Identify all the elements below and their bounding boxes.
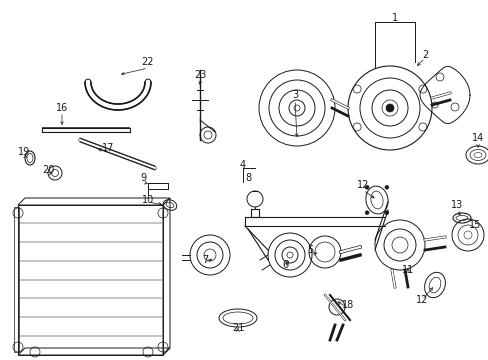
Text: 11: 11 xyxy=(401,265,413,275)
Text: 8: 8 xyxy=(244,173,250,183)
Text: 17: 17 xyxy=(102,143,114,153)
Circle shape xyxy=(384,211,388,215)
Text: 22: 22 xyxy=(142,57,154,67)
Text: 9: 9 xyxy=(140,173,146,183)
Circle shape xyxy=(365,185,368,189)
Circle shape xyxy=(385,104,393,112)
Text: 3: 3 xyxy=(291,90,298,100)
Circle shape xyxy=(365,211,368,215)
Text: 12: 12 xyxy=(356,180,368,190)
Text: 4: 4 xyxy=(240,160,245,170)
Text: 5: 5 xyxy=(306,245,312,255)
Circle shape xyxy=(384,185,388,189)
Text: 13: 13 xyxy=(450,200,462,210)
Text: 19: 19 xyxy=(18,147,30,157)
Text: 15: 15 xyxy=(468,220,480,230)
Text: 12: 12 xyxy=(415,295,427,305)
Text: 21: 21 xyxy=(231,323,244,333)
Text: 10: 10 xyxy=(142,195,154,205)
Text: 6: 6 xyxy=(282,260,287,270)
Text: 20: 20 xyxy=(42,165,54,175)
Text: 14: 14 xyxy=(471,133,483,143)
Text: 1: 1 xyxy=(391,13,397,23)
Text: 23: 23 xyxy=(193,70,206,80)
Text: 16: 16 xyxy=(56,103,68,113)
Text: 18: 18 xyxy=(341,300,353,310)
Text: 7: 7 xyxy=(202,255,208,265)
Bar xyxy=(14,207,19,352)
Text: 2: 2 xyxy=(421,50,427,60)
